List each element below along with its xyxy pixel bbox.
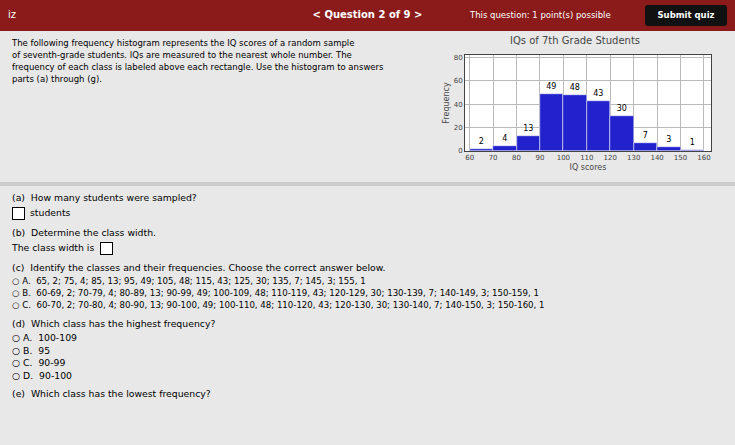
- html-text:(e) Which class has the lowest: (e) Which class has the lowest frequency…: [12, 388, 211, 399]
- svg-text:90: 90: [536, 154, 545, 162]
- svg-text:100: 100: [557, 154, 570, 162]
- svg-text:4: 4: [502, 134, 507, 143]
- svg-text:110: 110: [580, 154, 593, 162]
- svg-text:3: 3: [666, 135, 671, 144]
- svg-text:IQ scores: IQ scores: [570, 163, 607, 172]
- svg-text:120: 120: [604, 154, 617, 162]
- svg-text:43: 43: [593, 89, 603, 98]
- html-text:(c) Identify the classes and t: (c) Identify the classes and their frequ…: [12, 262, 386, 273]
- svg-text:0: 0: [458, 147, 462, 155]
- svg-text:1: 1: [690, 138, 695, 147]
- svg-text:13: 13: [523, 124, 533, 133]
- svg-text:49: 49: [546, 82, 556, 91]
- svg-text:70: 70: [489, 154, 498, 162]
- html-text:Submit quiz: Submit quiz: [657, 10, 715, 20]
- svg-text:30: 30: [617, 104, 627, 113]
- html-text:○ D. 90-100: ○ D. 90-100: [12, 369, 72, 381]
- svg-text:60: 60: [454, 77, 463, 85]
- html-text:(a) How many students were sam: (a) How many students were sampled?: [12, 192, 197, 203]
- html-text:This question: 1 point(s) poss: This question: 1 point(s) possible: [470, 10, 611, 20]
- html-text:(d) Which class has the highes: (d) Which class has the highest frequenc…: [12, 318, 216, 329]
- html-text:(b) Determine the class width.: (b) Determine the class width.: [12, 227, 156, 238]
- svg-text:150: 150: [674, 154, 687, 162]
- html-text:○ A. 100-109: ○ A. 100-109: [12, 332, 77, 343]
- html-text:○ C. 60-70, 2; 70-80, 4; 80-90: ○ C. 60-70, 2; 70-80, 4; 80-90, 13; 90-1…: [12, 300, 545, 310]
- svg-text:80: 80: [454, 54, 463, 62]
- html-text:○ B. 95: ○ B. 95: [12, 344, 51, 356]
- svg-text:48: 48: [570, 83, 580, 92]
- svg-text:IQs of 7th Grade Students: IQs of 7th Grade Students: [510, 35, 640, 46]
- svg-text:7: 7: [643, 131, 648, 140]
- html-text:The following frequency histog: The following frequency histogram repres…: [12, 38, 384, 84]
- svg-text:80: 80: [512, 154, 521, 162]
- svg-text:2: 2: [479, 137, 484, 146]
- svg-text:20: 20: [454, 124, 463, 132]
- svg-text:140: 140: [650, 154, 663, 162]
- html-text:The class width is: The class width is: [12, 242, 95, 253]
- svg-text:130: 130: [627, 154, 640, 162]
- html-text:○ A. 65, 2; 75, 4; 85, 13; 95,: ○ A. 65, 2; 75, 4; 85, 13; 95, 49; 105, …: [12, 276, 366, 286]
- svg-text:60: 60: [465, 154, 474, 162]
- svg-text:40: 40: [454, 101, 463, 109]
- svg-text:160: 160: [697, 154, 710, 162]
- svg-text:Frequency: Frequency: [442, 82, 451, 124]
- html-text:< Question 2 of 9 >: < Question 2 of 9 >: [312, 9, 423, 20]
- html-text:students: students: [30, 207, 71, 218]
- html-text:○ B. 60-69, 2; 70-79, 4; 80-89: ○ B. 60-69, 2; 70-79, 4; 80-89, 13; 90-9…: [12, 288, 539, 298]
- html-text:iz: iz: [8, 9, 16, 20]
- html-text:○ C. 90-99: ○ C. 90-99: [12, 357, 66, 368]
